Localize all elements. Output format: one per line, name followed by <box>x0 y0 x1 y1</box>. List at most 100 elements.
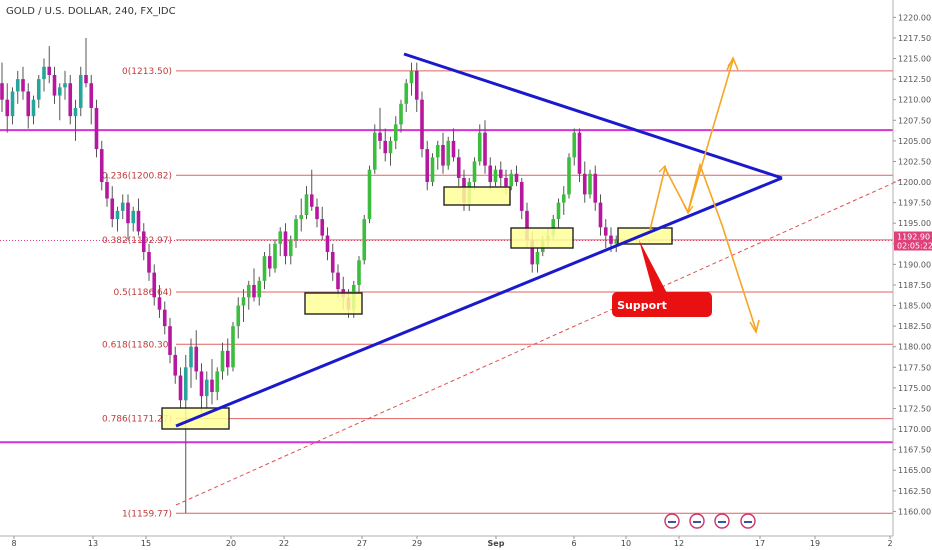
candle <box>304 186 309 220</box>
candle-body <box>294 219 298 240</box>
candle <box>257 276 262 306</box>
candle-body <box>241 297 246 306</box>
candle <box>220 342 225 380</box>
candle <box>225 338 230 376</box>
candle <box>393 116 398 150</box>
candle-body <box>498 169 503 178</box>
candle <box>446 136 451 170</box>
callout-box <box>612 292 712 317</box>
candle-body <box>78 74 83 108</box>
candle <box>273 239 277 273</box>
candle <box>372 124 377 174</box>
y-tick-label: 1217.50 <box>898 34 931 43</box>
y-tick-label: 1220.00 <box>898 13 931 22</box>
candle <box>409 62 414 96</box>
x-tick-label: 20 <box>226 539 236 548</box>
candle <box>173 346 178 384</box>
y-tick-label: 1195.00 <box>898 219 931 228</box>
candle-body <box>603 227 608 236</box>
candle-body <box>530 239 535 265</box>
candle-body <box>367 169 372 220</box>
candle-body <box>42 66 46 80</box>
candle <box>210 359 214 405</box>
dashed-trendline <box>175 179 901 506</box>
candle <box>194 330 199 380</box>
bar-countdown: 02:05:22 <box>897 242 932 251</box>
candle-body <box>325 235 330 253</box>
fib-label: 0.5(1186.64) <box>113 288 172 298</box>
x-tick-label: 19 <box>810 539 820 548</box>
candle <box>614 235 619 253</box>
candle <box>509 169 514 191</box>
candle-body <box>598 202 603 228</box>
candle-body <box>73 107 78 117</box>
candle-body <box>199 371 204 397</box>
candle <box>404 79 409 113</box>
candle <box>110 186 115 228</box>
candle <box>162 301 167 335</box>
candle-body <box>47 66 52 75</box>
candle-body <box>5 99 10 117</box>
candle <box>399 99 403 133</box>
fib-label: 0.618(1180.30) <box>102 340 172 350</box>
arrowhead-down <box>749 319 760 335</box>
candle <box>262 252 267 290</box>
candle-body <box>120 202 125 211</box>
candle <box>488 157 493 191</box>
candle <box>131 206 136 232</box>
candle <box>567 153 571 199</box>
candle-body <box>509 173 514 187</box>
candle-body <box>189 346 193 368</box>
candle-body <box>488 165 493 183</box>
candle-body <box>252 284 256 298</box>
candle <box>241 289 246 323</box>
candle-body <box>362 219 367 261</box>
candle-body <box>152 272 157 298</box>
candle <box>299 198 304 232</box>
y-tick-label: 1170.00 <box>898 425 931 434</box>
candle-body <box>21 79 25 92</box>
candle <box>136 198 141 236</box>
candle-body <box>115 210 120 220</box>
candle-body <box>309 194 314 207</box>
candle-body <box>283 231 288 257</box>
candle-body <box>425 149 430 183</box>
candle-body <box>278 231 283 244</box>
x-tick-label: 15 <box>141 539 151 548</box>
x-tick-label: 12 <box>674 539 684 548</box>
candle <box>278 227 283 257</box>
candle-body <box>404 83 409 104</box>
candle <box>477 124 482 166</box>
candle <box>603 219 608 248</box>
candle <box>441 132 445 174</box>
candle-body <box>63 83 67 88</box>
candle-body <box>141 231 146 253</box>
candle-body <box>577 132 582 174</box>
candle-body <box>378 132 382 141</box>
candle-body <box>556 202 561 220</box>
y-tick-label: 1172.50 <box>898 404 931 413</box>
candle-body <box>15 79 20 92</box>
x-tick-label: Sep <box>488 539 505 548</box>
candle <box>598 194 603 236</box>
candle-body <box>336 272 340 290</box>
candle-body <box>173 354 178 376</box>
triangle-lower-trendline <box>175 176 783 428</box>
candle <box>388 136 393 166</box>
candle-body <box>147 252 151 273</box>
candle <box>36 74 41 108</box>
y-tick-label: 1190.00 <box>898 260 931 269</box>
candle <box>294 214 298 248</box>
y-tick-label: 1202.50 <box>898 157 931 166</box>
support-box <box>443 186 511 206</box>
support-box <box>510 227 574 249</box>
candle-body <box>393 124 398 141</box>
candle-body <box>483 132 487 166</box>
candle-body <box>31 99 36 117</box>
candle <box>5 83 10 133</box>
y-tick-label: 1165.00 <box>898 466 931 475</box>
candle-body <box>372 132 377 170</box>
x-tick-label: 6 <box>571 539 576 548</box>
candle <box>414 62 419 113</box>
